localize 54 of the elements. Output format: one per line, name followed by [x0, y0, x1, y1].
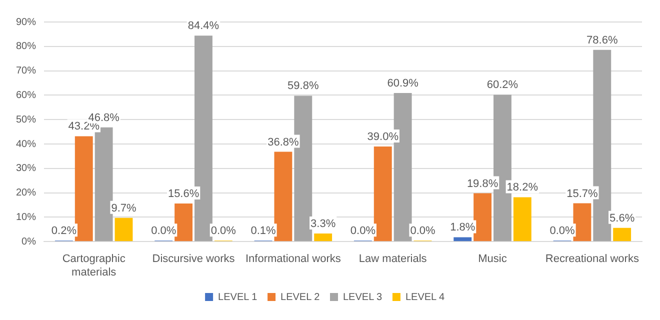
data-label: 15.6%	[168, 188, 200, 200]
data-label: 39.0%	[367, 130, 399, 143]
bar	[613, 228, 632, 242]
y-tick-label: 10%	[16, 212, 36, 223]
bar	[513, 197, 532, 242]
data-label: 18.2%	[506, 182, 538, 194]
bar	[274, 152, 292, 242]
x-tick-label: Law materials	[358, 253, 428, 266]
data-label: 59.8%	[288, 80, 319, 92]
bar	[114, 218, 133, 242]
x-tick-label: Cartographic materials	[62, 253, 126, 278]
y-tick-label: 0%	[22, 236, 36, 248]
data-label: 60.9%	[387, 78, 419, 90]
y-tick-label: 80%	[16, 41, 36, 52]
data-label: 0.0%	[550, 225, 576, 238]
x-tick-label: Informational works	[245, 253, 342, 266]
bar	[314, 234, 332, 242]
y-tick-label: 90%	[16, 16, 36, 28]
bar	[374, 146, 392, 242]
bar	[474, 193, 492, 242]
y-tick-label: 50%	[16, 114, 36, 126]
data-label: 0.0%	[410, 225, 436, 238]
bar	[573, 203, 592, 242]
bar	[74, 136, 93, 242]
x-tick-label: Recreational works	[545, 253, 640, 266]
data-label: 78.6%	[586, 34, 618, 46]
data-label: 0.0%	[151, 225, 176, 238]
y-tick-label: 40%	[16, 138, 36, 150]
y-tick-label: 70%	[16, 66, 36, 77]
data-label: 3.3%	[310, 218, 336, 230]
data-label: 19.8%	[466, 178, 498, 190]
legend-label: LEVEL 2	[280, 292, 320, 303]
x-tick-label: Music	[478, 253, 508, 266]
y-tick-label: 20%	[16, 188, 36, 199]
bar	[174, 204, 193, 242]
data-label: 0.0%	[210, 225, 236, 238]
legend-label: LEVEL 3	[343, 292, 383, 303]
x-tick-label: Discursive works	[152, 253, 236, 266]
data-label: 1.8%	[450, 222, 476, 234]
y-tick-label: 60%	[16, 90, 36, 101]
data-label: 9.7%	[111, 202, 136, 214]
data-label: 60.2%	[486, 79, 518, 92]
bar	[454, 237, 472, 242]
data-label: 46.8%	[88, 112, 120, 124]
data-label: 84.4%	[188, 20, 220, 32]
legend-label: LEVEL 1	[218, 292, 258, 303]
legend-label: LEVEL 4	[405, 292, 446, 303]
data-label: 0.1%	[250, 225, 276, 238]
data-label: 0.0%	[350, 225, 376, 238]
data-label: 15.7%	[566, 188, 598, 200]
data-label: 36.8%	[268, 136, 300, 148]
y-tick-label: 30%	[16, 163, 36, 174]
data-label: 5.6%	[610, 212, 635, 224]
data-label: 0.2%	[51, 225, 77, 238]
